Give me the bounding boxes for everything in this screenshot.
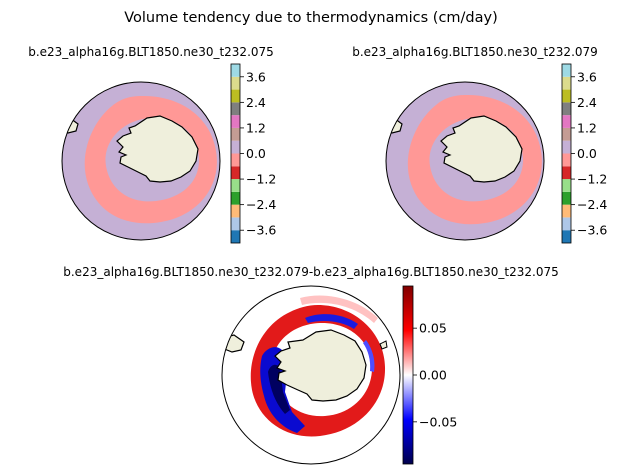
panel-1-colorbar-tick-label: 2.4 [246,95,266,110]
panel-2-colorbar-tick-label: 0.0 [577,146,597,161]
panel-1-map [62,82,220,240]
panel-1-colorbar: −3.6 −2.4 −1.2 0.0 1.2 2.4 3.6 [230,63,276,244]
panel-2-colorbar-segment [562,191,571,205]
panel-3-colorbar-tick-label: −0.05 [419,414,457,429]
panel-2-antarctica [440,115,523,183]
panel-1-colorbar-segment [231,102,240,116]
panel-1-colorbar-segment [231,64,240,77]
panel-3-colorbar-gradient [403,286,413,464]
panel-2-colorbar-segment [562,166,571,180]
panel-2-map-border [385,81,545,241]
panel-1-colorbar-segment [231,76,240,90]
panel-1-colorbar-segment [231,166,240,180]
panel-1-antarctica [116,115,199,183]
panel-1-ring-field [84,95,217,224]
panel-3-title: b.e23_alpha16g.BLT1850.ne30_t232.079-b.e… [63,265,559,279]
panel-1-colorbar-tick-label: −2.4 [246,197,276,212]
panel-2-colorbar-segment [562,76,571,90]
panel-2-colorbar-segment [562,140,571,154]
panel-2-title: b.e23_alpha16g.BLT1850.ne30_t232.079 [352,45,598,59]
panel-1-colorbar-segment [231,191,240,205]
panel-3-colorbar: −0.05 0.00 0.05 [402,285,457,465]
panel-2-colorbar-segment [562,153,571,167]
panel-1-colorbar-tick-label: −3.6 [246,223,276,238]
panel-3-antarctica [274,329,367,402]
panel-1: b.e23_alpha16g.BLT1850.ne30_t232.075 −3.… [28,45,276,244]
panel-1-map-border [61,81,221,241]
panel-1-colorbar-tick-label: 0.0 [246,146,266,161]
panel-1-colorbar-segment [231,204,240,218]
panel-3-island [379,340,388,350]
panel-1-colorbar-segment [231,89,240,103]
panel-2-colorbar-segment [562,127,571,141]
panel-1-island [161,235,175,240]
panel-1-colorbar-segment [231,217,240,231]
panel-2-island [485,235,499,240]
panel-2-colorbar-segment [562,64,571,77]
panel-1-colorbar-segment [231,153,240,167]
panel-2-colorbar-segment [562,89,571,103]
panel-2-colorbar-tick-label: 2.4 [577,95,597,110]
panel-3-navy-sector [268,364,290,414]
panel-3: b.e23_alpha16g.BLT1850.ne30_t232.079-b.e… [63,265,559,465]
panel-1-colorbar-segment [231,230,240,243]
panel-1-title: b.e23_alpha16g.BLT1850.ne30_t232.075 [28,45,274,59]
panel-2-colorbar-segment [562,102,571,116]
panel-1-colorbar-tick-label: −1.2 [246,172,276,187]
panel-1-colorbar-segment [231,127,240,141]
panel-1-colorbar-segment [231,140,240,154]
panel-3-map [222,286,400,464]
panel-2-colorbar-tick-label: −2.4 [577,197,607,212]
panel-2-colorbar-tick-label: −3.6 [577,223,607,238]
panel-2-colorbar-segment [562,230,571,243]
panel-2-colorbar-segment [562,204,571,218]
panel-2-map [386,82,544,240]
panel-2-colorbar: −3.6 −2.4 −1.2 0.0 1.2 2.4 3.6 [561,63,607,244]
panel-2-colorbar-tick-label: −1.2 [577,172,607,187]
panel-1-colorbar-segment [231,115,240,128]
panel-3-blue-top [305,314,358,329]
panel-2-colorbar-tick-label: 1.2 [577,120,597,135]
panel-1-colorbar-segment [231,179,240,192]
panel-2-colorbar-segment [562,179,571,192]
panel-1-colorbar-tick-label: 3.6 [246,69,266,84]
figure-suptitle: Volume tendency due to thermodynamics (c… [124,10,498,26]
panel-2-colorbar-tick-label: 3.6 [577,69,597,84]
panel-3-colorbar-tick-label: 0.00 [419,368,447,383]
panel-2: b.e23_alpha16g.BLT1850.ne30_t232.079 −3.… [352,45,607,244]
panel-3-map-border [221,285,401,465]
panel-2-colorbar-segment [562,217,571,231]
panel-3-blue-right [363,340,375,372]
panel-3-colorbar-tick-label: 0.05 [419,321,447,336]
panel-2-ring-field [407,94,542,225]
panel-1-colorbar-tick-label: 1.2 [246,120,266,135]
panel-3-pink-band [300,295,378,323]
panel-2-colorbar-segment [562,115,571,128]
